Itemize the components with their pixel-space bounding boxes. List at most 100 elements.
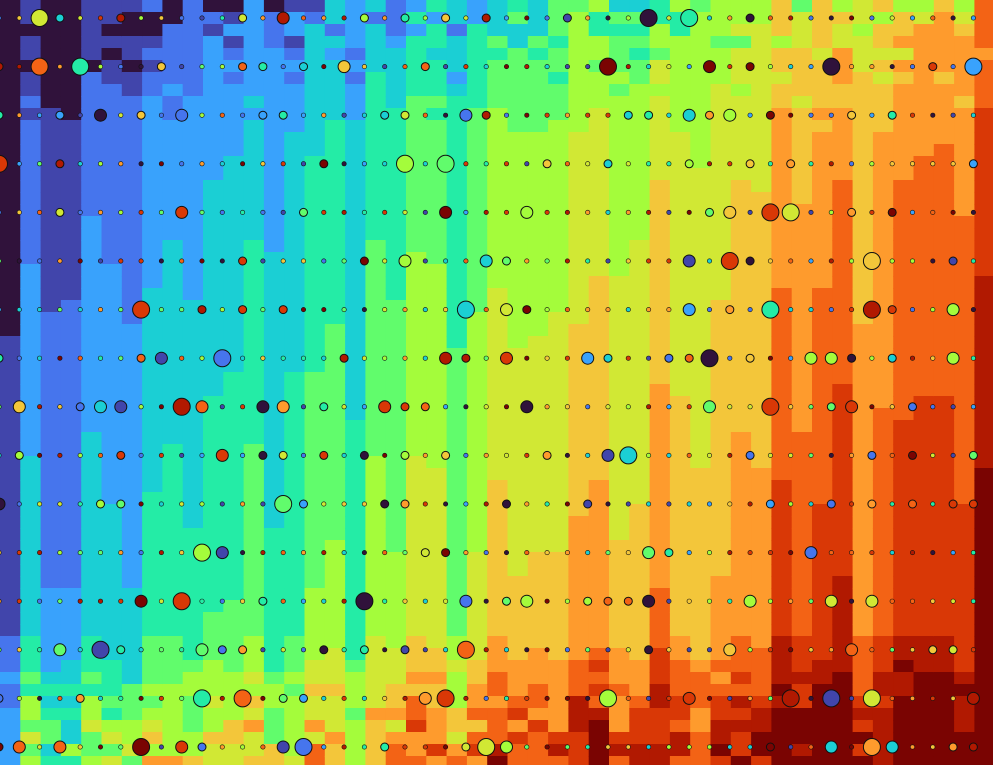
color-band-cell — [730, 720, 752, 733]
color-band-cell — [568, 396, 590, 409]
color-band-cell — [263, 60, 285, 73]
color-band-cell — [527, 732, 549, 745]
dot — [544, 647, 550, 653]
color-band-cell — [933, 12, 955, 25]
color-band-cell — [182, 516, 204, 529]
color-band-cell — [263, 168, 285, 181]
color-band-cell — [101, 432, 123, 445]
color-band-cell — [284, 660, 306, 673]
color-band-cell — [812, 276, 833, 289]
dot — [300, 404, 306, 410]
color-band-cell — [446, 672, 468, 685]
color-band-cell — [710, 24, 732, 37]
color-band-cell — [913, 192, 935, 205]
color-band-cell — [832, 372, 854, 385]
color-band-cell — [20, 72, 42, 85]
dot — [544, 209, 550, 215]
color-band-cell — [446, 528, 468, 541]
color-band-cell — [20, 480, 42, 493]
color-band-cell — [365, 636, 387, 649]
color-band-cell — [690, 432, 712, 445]
color-band-cell — [812, 72, 833, 85]
dot — [727, 404, 733, 410]
color-band-cell — [832, 84, 854, 97]
color-band-cell — [182, 348, 204, 361]
color-band-cell — [812, 672, 833, 685]
dot — [524, 161, 530, 167]
color-band-cell — [872, 360, 894, 373]
dot — [564, 598, 570, 604]
color-band-cell — [284, 156, 306, 169]
color-band-cell — [913, 660, 935, 673]
color-band-cell — [791, 216, 813, 229]
color-band-cell — [345, 624, 366, 637]
dot — [179, 161, 185, 167]
color-band-cell — [629, 336, 651, 349]
color-band-cell — [609, 120, 630, 133]
color-band-cell — [527, 528, 549, 541]
dot — [585, 404, 591, 410]
color-band-cell — [121, 360, 143, 373]
color-band-cell — [487, 576, 509, 589]
color-band-cell — [81, 624, 103, 637]
dot — [727, 695, 733, 701]
dot — [238, 256, 248, 266]
color-band-cell — [548, 444, 569, 457]
color-band-cell — [60, 192, 82, 205]
dot — [544, 695, 550, 701]
color-band-cell — [60, 24, 82, 37]
color-band-cell — [182, 288, 204, 301]
color-band-cell — [812, 660, 833, 673]
color-band-cell — [60, 720, 82, 733]
color-band-cell — [933, 336, 955, 349]
color-band-cell — [669, 204, 691, 217]
color-band-cell — [791, 564, 813, 577]
color-band-cell — [893, 300, 915, 313]
color-band-cell — [223, 84, 245, 97]
color-band-cell — [121, 276, 143, 289]
color-band-cell — [609, 492, 630, 505]
color-band-cell — [872, 120, 894, 133]
color-band-cell — [933, 552, 955, 565]
dot — [280, 209, 286, 215]
color-band-cell — [60, 132, 82, 145]
dot — [57, 355, 63, 361]
color-band-cell — [568, 252, 590, 265]
color-band-cell — [527, 348, 549, 361]
color-band-cell — [0, 552, 21, 565]
color-band-cell — [284, 564, 306, 577]
color-band-cell — [812, 420, 833, 433]
color-band-cell — [568, 528, 590, 541]
color-band-cell — [751, 48, 772, 61]
color-band-cell — [324, 252, 346, 265]
color-band-cell — [60, 12, 82, 25]
color-band-cell — [365, 564, 387, 577]
color-band-cell — [649, 420, 671, 433]
dot — [889, 550, 895, 556]
color-band-cell — [203, 192, 224, 205]
color-band-cell — [751, 624, 772, 637]
dot — [828, 15, 834, 21]
color-band-cell — [751, 24, 772, 37]
color-band-cell — [466, 600, 488, 613]
color-band-cell — [406, 516, 427, 529]
color-band-cell — [60, 684, 82, 697]
color-band-cell — [812, 48, 833, 61]
color-band-cell — [40, 504, 62, 517]
color-band-cell — [771, 348, 793, 361]
color-band-cell — [142, 756, 163, 765]
color-band-cell — [284, 24, 306, 37]
color-band-cell — [446, 552, 468, 565]
color-band-cell — [40, 732, 62, 745]
color-band-cell — [588, 36, 610, 49]
dot — [400, 402, 410, 412]
color-band-cell — [406, 444, 427, 457]
dot — [747, 647, 753, 653]
color-band-cell — [304, 492, 326, 505]
dot — [37, 209, 43, 215]
color-band-cell — [629, 84, 651, 97]
color-band-cell — [872, 600, 894, 613]
color-band-cell — [487, 144, 509, 157]
color-band-cell — [609, 672, 630, 685]
color-band-cell — [385, 756, 407, 765]
